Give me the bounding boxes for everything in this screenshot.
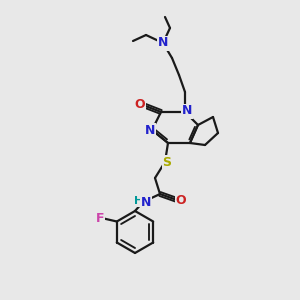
- Text: N: N: [141, 196, 151, 208]
- Text: N: N: [182, 104, 192, 118]
- Text: S: S: [163, 155, 172, 169]
- Text: N: N: [158, 37, 168, 50]
- Text: F: F: [96, 212, 104, 225]
- Text: N: N: [145, 124, 155, 136]
- Text: O: O: [135, 98, 145, 110]
- Text: H: H: [134, 196, 144, 206]
- Text: O: O: [176, 194, 186, 206]
